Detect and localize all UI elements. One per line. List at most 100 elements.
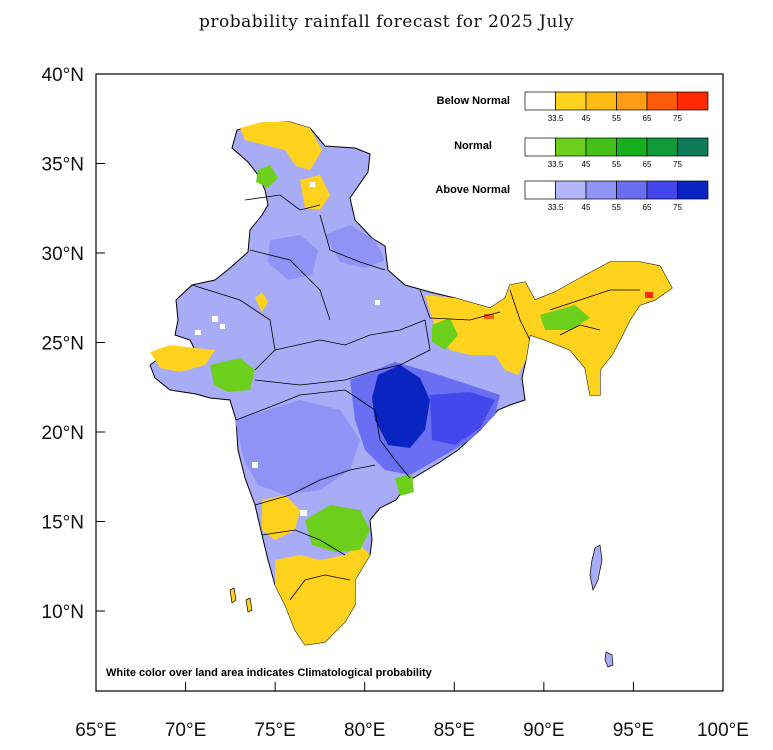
boundary-line: [419, 289, 501, 321]
white-spot: [220, 324, 225, 329]
legend-tick-label: 33.5: [548, 160, 564, 169]
legend-tick-label: 45: [582, 160, 591, 169]
normal-bengal: [432, 318, 458, 350]
x-tick-label: 65°E: [75, 720, 116, 741]
legend-label-normal: Normal: [454, 140, 492, 152]
x-tick-label: 95°E: [613, 720, 654, 741]
legend-swatch: [555, 91, 587, 111]
legend-swatch: [555, 180, 587, 200]
boundary-line: [509, 289, 531, 341]
boundary-line: [559, 324, 601, 336]
white-spot: [310, 182, 315, 187]
legend-swatch: [524, 137, 556, 157]
below-normal-gujarat-north: [150, 345, 215, 372]
normal-northeast-patch: [540, 305, 590, 330]
x-axis: 65°E 70°E 75°E 80°E 85°E 90°E 95°E 100°E: [75, 682, 749, 741]
x-tick-label: 100°E: [697, 720, 749, 741]
boundary-line: [244, 194, 321, 211]
y-tick-label: 10°N: [42, 602, 84, 623]
normal-ap-patch: [395, 474, 414, 496]
below-normal-karnataka: [262, 495, 300, 540]
y-tick-label: 35°N: [42, 155, 84, 176]
below-normal-south: [275, 545, 370, 645]
normal-regions: [210, 165, 590, 552]
normal-tamilnadu: [305, 505, 370, 552]
x-tick-label: 75°E: [254, 720, 295, 741]
legend-swatch: [585, 180, 617, 200]
above-normal-regions: [235, 225, 500, 495]
legend-above-normal: Above Normal 33.5 45 55 65 75: [435, 180, 709, 212]
legend-tick-label: 65: [643, 160, 652, 169]
above-normal-central-mid: [235, 400, 360, 495]
red-spot-northeast: [645, 292, 653, 298]
white-spot: [195, 330, 201, 335]
legend-label-above-normal: Above Normal: [435, 184, 510, 196]
legend-tick-label: 75: [673, 160, 682, 169]
y-tick-label: 30°N: [42, 244, 84, 265]
legend-swatch: [677, 180, 709, 200]
y-tick-label: 15°N: [42, 513, 84, 534]
boundary-line: [235, 389, 346, 421]
islands: [229, 544, 614, 668]
legend-tick-label: 75: [673, 203, 682, 212]
boundary-line: [319, 214, 386, 271]
legend-swatch: [585, 91, 617, 111]
white-spot: [375, 300, 380, 305]
legend-swatch: [555, 137, 587, 157]
boundary-line: [344, 389, 411, 479]
legend-swatch: [616, 91, 648, 111]
legend-swatches-above-normal: 33.5 45 55 65 75: [524, 180, 709, 212]
legend-tick-label: 75: [673, 114, 682, 123]
climatology-note: White color over land area indicates Cli…: [106, 667, 433, 679]
above-normal-odisha-core: [372, 365, 430, 448]
legend: Below Normal 33.5 45 55 65 75 Normal 33.5 45 5…: [435, 91, 709, 212]
above-normal-odisha-coast: [430, 392, 495, 445]
nicobar-islands: [604, 651, 614, 668]
legend-swatch: [646, 180, 678, 200]
legend-swatch: [646, 137, 678, 157]
legend-swatch: [585, 137, 617, 157]
y-tick-label: 25°N: [42, 334, 84, 355]
strong-below-normal-spots: [484, 292, 653, 319]
y-axis: 40°N 35°N 30°N 25°N 20°N 15°N 10°N: [42, 65, 105, 623]
y-tick-label: 40°N: [42, 65, 84, 86]
legend-swatch: [677, 137, 709, 157]
above-normal-haryana: [268, 235, 318, 280]
x-tick-label: 85°E: [434, 720, 475, 741]
x-tick-label: 90°E: [523, 720, 564, 741]
boundary-line: [289, 574, 351, 601]
legend-swatch: [646, 91, 678, 111]
boundary-line: [254, 319, 431, 386]
legend-normal: Normal 33.5 45 55 65 75: [454, 137, 709, 169]
legend-swatch: [616, 180, 648, 200]
legend-swatch: [616, 137, 648, 157]
state-boundaries: [191, 194, 640, 601]
above-normal-up-east: [325, 225, 385, 268]
legend-tick-label: 45: [582, 203, 591, 212]
boundary-line: [249, 249, 331, 321]
legend-below-normal: Below Normal 33.5 45 55 65 75: [437, 91, 709, 123]
red-spot-east: [484, 314, 494, 319]
below-normal-northwest-strip: [255, 292, 268, 312]
legend-tick-label: 33.5: [548, 203, 564, 212]
legend-tick-label: 65: [643, 114, 652, 123]
legend-tick-label: 33.5: [548, 114, 564, 123]
lakshadweep-islands: [229, 587, 237, 604]
below-normal-ladakh: [300, 175, 330, 210]
andaman-islands: [589, 544, 603, 592]
x-tick-label: 80°E: [344, 720, 385, 741]
white-spot: [300, 510, 307, 516]
boundary-line: [254, 464, 376, 506]
x-tick-label: 70°E: [165, 720, 206, 741]
legend-swatches-normal: 33.5 45 55 65 75: [524, 137, 709, 169]
boundary-line: [261, 529, 346, 556]
legend-label-below-normal: Below Normal: [437, 95, 510, 107]
legend-swatch: [524, 91, 556, 111]
white-spot: [212, 316, 218, 322]
legend-tick-label: 55: [612, 203, 621, 212]
boundary-line: [549, 289, 640, 311]
map-title: probability rainfall forecast for 2025 J…: [198, 12, 574, 32]
legend-swatch: [524, 180, 556, 200]
lakshadweep-islands: [245, 597, 253, 613]
